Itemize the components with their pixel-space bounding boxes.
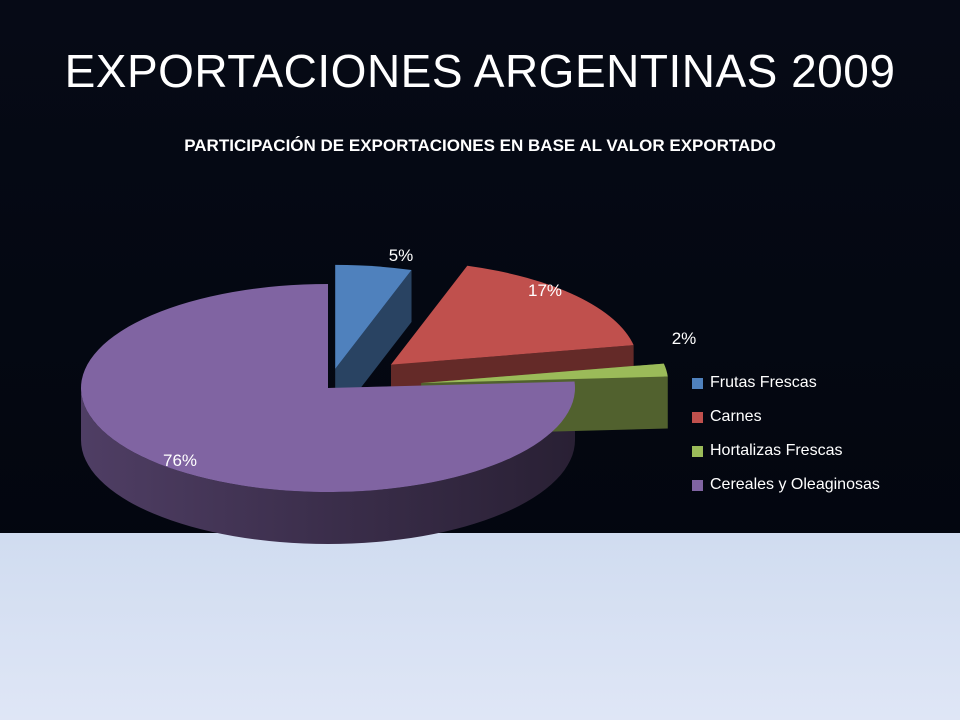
pie-slice-wall [335,270,412,421]
chart-title: PARTICIPACIÓN DE EXPORTACIONES EN BASE A… [184,136,776,155]
legend-swatch [692,377,703,389]
data-label: 76% [163,451,197,470]
legend-item: Cereales y Oleaginosas [692,468,952,502]
chart-legend: Frutas Frescas Carnes Hortalizas Frescas Ce… [692,366,952,502]
legend-swatch [692,445,703,457]
legend-label: Carnes [710,408,762,425]
legend-label: Cereales y Oleaginosas [710,476,880,493]
legend-item: Hortalizas Frescas [692,434,952,468]
data-label: 2% [672,329,697,348]
slide-bottom-band [0,533,960,720]
legend-item: Carnes [692,400,952,434]
legend-item: Frutas Frescas [692,366,952,400]
pie-slice-rim [81,388,575,544]
pie-slice-frutas-frescas [335,264,412,369]
legend-swatch [692,411,703,423]
data-label: 5% [389,246,414,265]
slide-title: EXPORTACIONES ARGENTINAS 2009 [64,45,896,97]
pie-slice-cereales-y-oleaginosas [80,284,575,493]
legend-swatch [692,479,703,491]
data-label: 17% [528,281,562,300]
pie-slice-carnes [391,265,634,365]
legend-label: Frutas Frescas [710,374,817,391]
legend-label: Hortalizas Frescas [710,442,843,459]
pie-slice-group [335,270,412,421]
pie-slice-hortalizas-frescas [421,363,668,384]
